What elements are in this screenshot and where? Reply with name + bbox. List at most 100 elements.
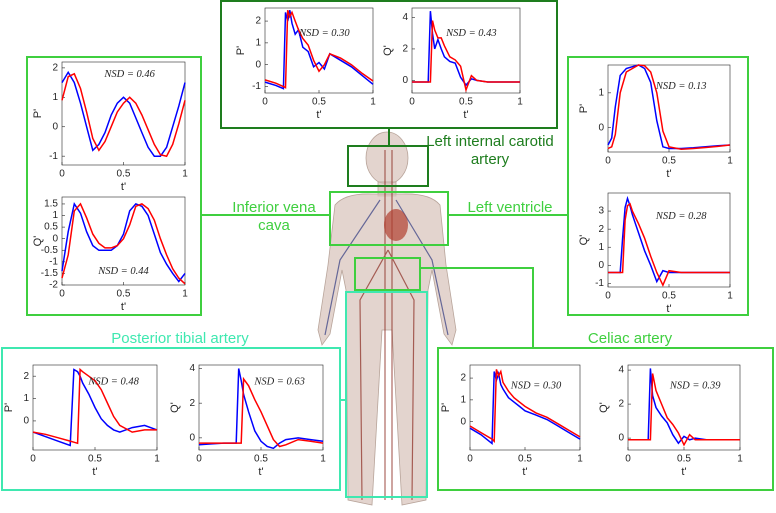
x-tick-label: 0 bbox=[409, 97, 415, 108]
annotation: NSD = 0.48 bbox=[87, 376, 139, 387]
annotation: NSD = 0.13 bbox=[655, 81, 707, 92]
region-label: Left ventricle bbox=[467, 199, 553, 216]
line-series bbox=[264, 9, 374, 89]
x-tick-label: 0 bbox=[59, 169, 65, 180]
boxes bbox=[1, 0, 774, 498]
x-tick-label: 1 bbox=[577, 454, 583, 465]
x-axis-label: t' bbox=[92, 466, 97, 478]
y-tick-label: -1 bbox=[49, 256, 58, 267]
y-axis-label: Q' bbox=[382, 45, 394, 56]
x-tick-label: 1 bbox=[517, 97, 523, 108]
y-tick-label: -1 bbox=[595, 278, 604, 289]
x-tick-label: 0.5 bbox=[117, 289, 131, 300]
y-axis-label: P' bbox=[3, 403, 15, 412]
y-tick-label: 3 bbox=[598, 206, 604, 217]
heart bbox=[384, 209, 408, 241]
y-tick-label: 2 bbox=[460, 373, 466, 384]
y-tick-label: 1 bbox=[598, 242, 604, 253]
y-tick-label: 1 bbox=[255, 38, 261, 49]
x-tick-label: 0.5 bbox=[254, 454, 268, 465]
y-tick-label: 1.5 bbox=[44, 199, 58, 210]
y-tick-label: 0 bbox=[255, 59, 261, 70]
body-illustration bbox=[317, 131, 457, 506]
x-tick-label: 0.5 bbox=[312, 97, 326, 108]
x-tick-label: 0 bbox=[605, 291, 611, 302]
y-tick-label: 2 bbox=[23, 371, 29, 382]
y-tick-label: 0 bbox=[189, 432, 195, 443]
x-axis-label: t' bbox=[522, 466, 527, 478]
x-tick-label: 1 bbox=[320, 454, 326, 465]
y-tick-label: -1 bbox=[252, 81, 261, 92]
y-axis-label: Q' bbox=[598, 402, 610, 413]
x-axis-label: t' bbox=[258, 466, 263, 478]
y-tick-label: 2 bbox=[52, 63, 58, 74]
annotation: NSD = 0.63 bbox=[253, 376, 305, 387]
line-series bbox=[61, 70, 186, 157]
x-tick-label: 0 bbox=[262, 97, 268, 108]
y-tick-label: 0 bbox=[460, 416, 466, 427]
x-axis-label: t' bbox=[463, 109, 468, 121]
y-tick-label: 0 bbox=[618, 433, 624, 444]
x-tick-label: 0.5 bbox=[662, 156, 676, 167]
x-tick-label: 0.5 bbox=[518, 454, 532, 465]
x-tick-label: 1 bbox=[737, 454, 743, 465]
x-tick-label: 1 bbox=[182, 289, 188, 300]
line-series bbox=[469, 370, 581, 446]
annotation: NSD = 0.46 bbox=[103, 69, 155, 80]
annotation: NSD = 0.39 bbox=[669, 381, 721, 392]
annotation: NSD = 0.30 bbox=[298, 28, 350, 39]
line-series bbox=[412, 20, 520, 93]
y-tick-label: 4 bbox=[189, 363, 195, 374]
x-tick-label: 0.5 bbox=[117, 169, 131, 180]
x-tick-label: 0 bbox=[59, 289, 65, 300]
y-tick-label: 0 bbox=[52, 233, 58, 244]
y-tick-label: -0.5 bbox=[41, 245, 59, 256]
y-tick-label: 1 bbox=[23, 393, 29, 404]
x-tick-label: 0.5 bbox=[88, 454, 102, 465]
y-tick-label: 4 bbox=[402, 12, 408, 23]
y-tick-label: 2 bbox=[618, 399, 624, 410]
plot-area bbox=[469, 364, 581, 451]
x-tick-label: 1 bbox=[727, 291, 733, 302]
y-tick-label: 4 bbox=[618, 365, 624, 376]
y-tick-label: 1 bbox=[598, 87, 604, 98]
annotation: NSD = 0.44 bbox=[97, 266, 149, 277]
x-tick-label: 1 bbox=[727, 156, 733, 167]
line-series bbox=[32, 368, 158, 447]
annotation: NSD = 0.28 bbox=[655, 211, 707, 222]
y-tick-label: 1 bbox=[52, 210, 58, 221]
plot-area bbox=[264, 7, 374, 94]
x-tick-label: 1 bbox=[182, 169, 188, 180]
x-axis-label: t' bbox=[316, 109, 321, 121]
y-tick-label: -2 bbox=[49, 280, 58, 291]
x-tick-label: 0.5 bbox=[662, 291, 676, 302]
y-tick-label: 1 bbox=[52, 92, 58, 103]
line-series bbox=[32, 367, 157, 445]
vessels bbox=[324, 150, 449, 501]
x-tick-label: 0 bbox=[196, 454, 202, 465]
annotation: NSD = 0.30 bbox=[510, 381, 562, 392]
x-axis-label: t' bbox=[121, 181, 126, 193]
y-axis-label: Q' bbox=[578, 235, 590, 246]
x-tick-label: 0.5 bbox=[677, 454, 691, 465]
y-tick-label: 2 bbox=[598, 224, 604, 235]
y-axis-label: P' bbox=[32, 109, 44, 118]
x-axis-label: t' bbox=[121, 301, 126, 313]
y-axis-label: P' bbox=[578, 104, 590, 113]
x-axis-label: t' bbox=[666, 168, 671, 180]
region-label: Left internal carotid artery bbox=[426, 133, 554, 168]
y-tick-label: 2 bbox=[255, 16, 261, 27]
x-tick-label: 0.5 bbox=[459, 97, 473, 108]
x-tick-label: 0 bbox=[605, 156, 611, 167]
y-axis-label: Q' bbox=[169, 402, 181, 413]
y-tick-label: 2 bbox=[189, 398, 195, 409]
region-label: Celiac artery bbox=[587, 330, 673, 347]
x-tick-label: 0 bbox=[467, 454, 473, 465]
y-axis-label: P' bbox=[440, 403, 452, 412]
x-tick-label: 0 bbox=[625, 454, 631, 465]
y-axis-label: Q' bbox=[32, 236, 44, 247]
line-series bbox=[264, 10, 374, 90]
y-tick-label: 0 bbox=[598, 260, 604, 271]
x-axis-label: t' bbox=[666, 303, 671, 315]
